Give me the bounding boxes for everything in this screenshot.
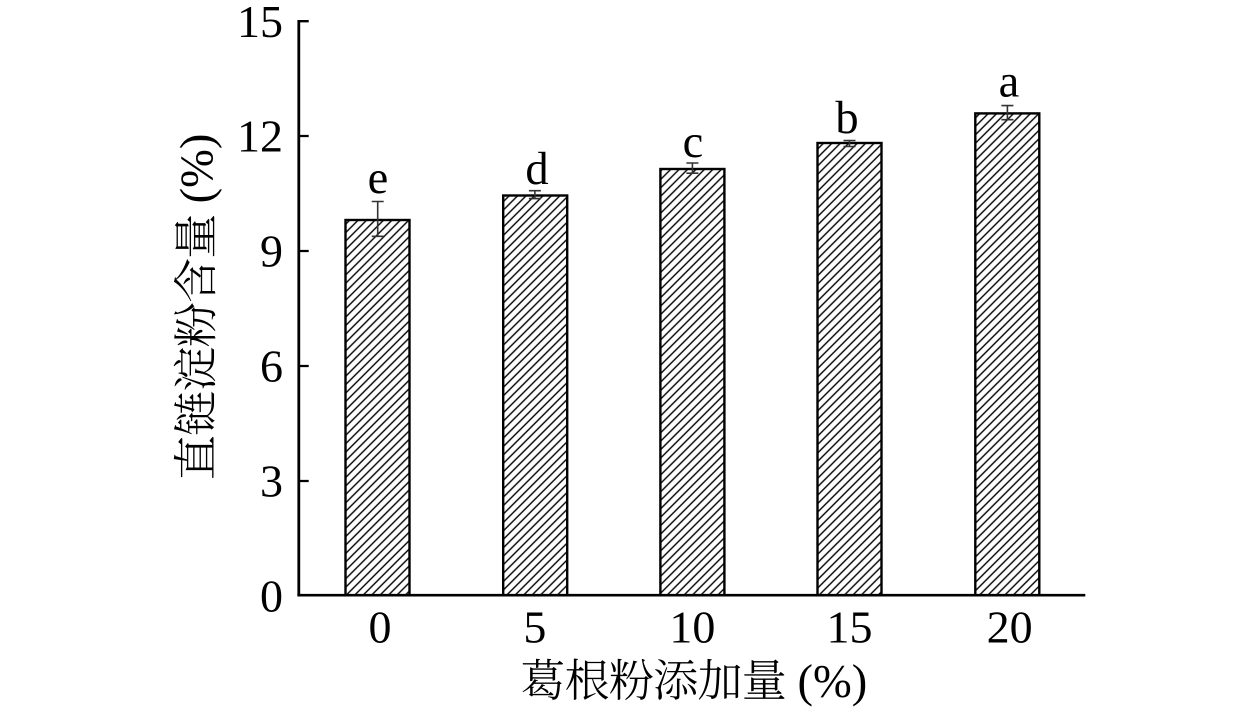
svg-text:d: d: [525, 144, 548, 195]
svg-text:20: 20: [987, 602, 1033, 653]
svg-text:10: 10: [669, 602, 715, 653]
svg-text:a: a: [999, 57, 1020, 108]
svg-text:0: 0: [260, 571, 283, 622]
svg-text:c: c: [683, 117, 704, 168]
svg-text:6: 6: [260, 341, 283, 392]
svg-text:5: 5: [523, 602, 546, 653]
svg-text:b: b: [835, 93, 858, 144]
svg-text:12: 12: [237, 111, 283, 162]
svg-text:15: 15: [237, 0, 283, 47]
svg-text:9: 9: [260, 226, 283, 277]
svg-text:(%): (%): [172, 134, 223, 204]
svg-text:0: 0: [369, 602, 392, 653]
svg-text:3: 3: [260, 456, 283, 507]
svg-text:(%): (%): [798, 657, 868, 708]
svg-text:e: e: [368, 153, 389, 204]
svg-text:15: 15: [827, 602, 873, 653]
